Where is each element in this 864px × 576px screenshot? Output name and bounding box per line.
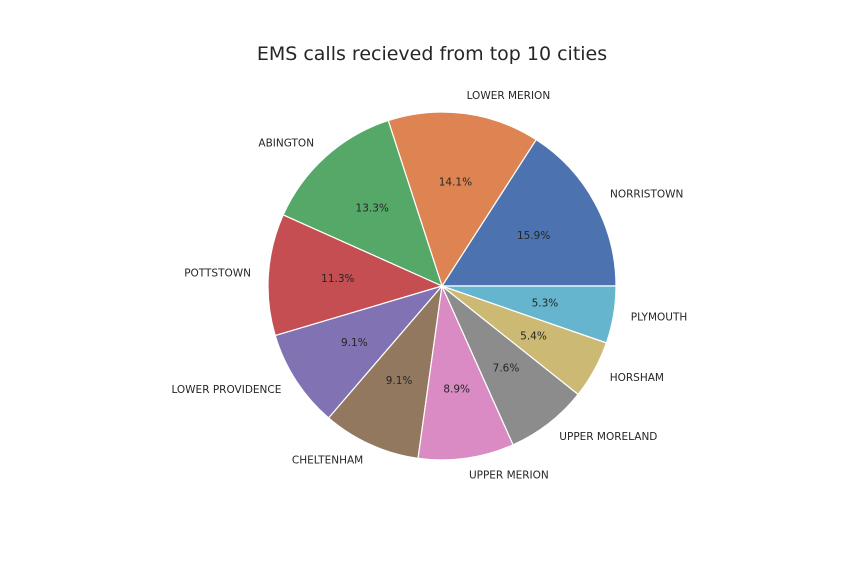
pie-slice xyxy=(327,285,443,459)
pie-slice xyxy=(274,285,443,419)
slice-percent-label: 5.4% xyxy=(520,330,547,342)
slice-percent-label: 8.9% xyxy=(443,383,470,395)
slice-label: LOWER PROVIDENCE xyxy=(171,384,281,396)
slice-percent-label: 14.1% xyxy=(439,176,472,188)
pie-slice xyxy=(387,111,537,287)
slice-label: UPPER MORELAND xyxy=(559,431,657,443)
slice-label: CHELTENHAM xyxy=(292,454,363,466)
pie-slice xyxy=(441,285,617,344)
pie-slice xyxy=(417,285,514,461)
slice-label: UPPER MERION xyxy=(469,469,549,481)
pie-slice xyxy=(441,139,617,287)
labels-layer: NORRISTOWN 15.9% LOWER MERION 14.1% ABINGTON… xyxy=(171,90,687,481)
chart-title: EMS calls recieved from top 10 cities xyxy=(256,43,608,65)
slice-percent-label: 5.3% xyxy=(532,297,559,309)
slice-label: LOWER MERION xyxy=(467,90,551,102)
slice-percent-label: 13.3% xyxy=(356,202,389,214)
slices-layer xyxy=(267,111,617,461)
slice-percent-label: 9.1% xyxy=(386,375,413,387)
slice-percent-label: 7.6% xyxy=(493,362,520,374)
slice-label: ABINGTON xyxy=(258,138,314,150)
slice-label: PLYMOUTH xyxy=(631,312,688,324)
slice-percent-label: 11.3% xyxy=(321,273,354,285)
pie-slice xyxy=(282,119,443,287)
slice-label: NORRISTOWN xyxy=(610,188,683,200)
pie-slice xyxy=(267,214,443,337)
slice-label: POTTSTOWN xyxy=(184,267,251,279)
slice-percent-label: 15.9% xyxy=(517,230,550,242)
slice-label: HORSHAM xyxy=(610,372,664,384)
slice-percent-label: 9.1% xyxy=(341,337,368,349)
